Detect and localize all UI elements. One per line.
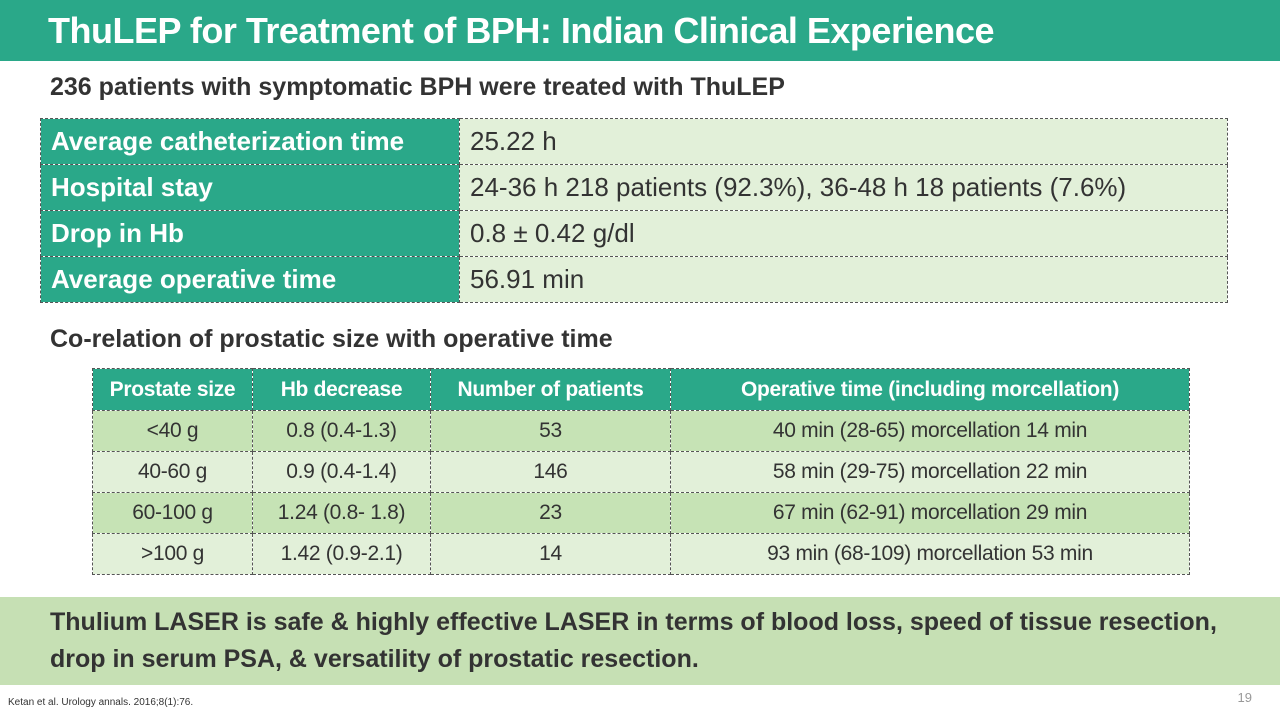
slide-title: ThuLEP for Treatment of BPH: Indian Clin… xyxy=(48,10,995,51)
summary-value: 25.22 h xyxy=(459,118,1228,165)
table-cell: 40 min (28-65) morcellation 14 min xyxy=(670,410,1190,452)
table-cell: 40-60 g xyxy=(92,451,253,493)
table-cell: 60-100 g xyxy=(92,492,253,534)
table-header-row: Prostate size Hb decrease Number of pati… xyxy=(92,368,1190,411)
table-cell: 93 min (68-109) morcellation 53 min xyxy=(670,533,1190,575)
table-cell: 23 xyxy=(430,492,671,534)
summary-label: Average operative time xyxy=(40,256,460,303)
table-cell: 1.42 (0.9-2.1) xyxy=(252,533,431,575)
summary-label: Drop in Hb xyxy=(40,210,460,257)
table-cell: 14 xyxy=(430,533,671,575)
page-number: 19 xyxy=(1237,690,1252,705)
title-bar: ThuLEP for Treatment of BPH: Indian Clin… xyxy=(0,0,1280,61)
summary-value: 0.8 ± 0.42 g/dl xyxy=(459,210,1228,257)
table-row: <40 g 0.8 (0.4-1.3) 53 40 min (28-65) mo… xyxy=(92,410,1190,452)
column-header-operative-time: Operative time (including morcellation) xyxy=(670,368,1190,411)
summary-table: Average catheterization time 25.22 h Hos… xyxy=(40,118,1228,303)
summary-row-hospital-stay: Hospital stay 24-36 h 218 patients (92.3… xyxy=(40,164,1228,211)
table-cell: 67 min (62-91) morcellation 29 min xyxy=(670,492,1190,534)
summary-value: 24-36 h 218 patients (92.3%), 36-48 h 18… xyxy=(459,164,1228,211)
table-cell: >100 g xyxy=(92,533,253,575)
summary-label: Average catheterization time xyxy=(40,118,460,165)
conclusion-text: Thulium LASER is safe & highly effective… xyxy=(50,608,1217,673)
table-row: >100 g 1.42 (0.9-2.1) 14 93 min (68-109)… xyxy=(92,533,1190,575)
summary-row-catheterization: Average catheterization time 25.22 h xyxy=(40,118,1228,165)
summary-row-hb-drop: Drop in Hb 0.8 ± 0.42 g/dl xyxy=(40,210,1228,257)
conclusion-banner: Thulium LASER is safe & highly effective… xyxy=(0,597,1280,685)
summary-row-operative-time: Average operative time 56.91 min xyxy=(40,256,1228,303)
table-row: 60-100 g 1.24 (0.8- 1.8) 23 67 min (62-9… xyxy=(92,492,1190,534)
correlation-heading: Co-relation of prostatic size with opera… xyxy=(50,325,613,353)
table-row: 40-60 g 0.9 (0.4-1.4) 146 58 min (29-75)… xyxy=(92,451,1190,493)
citation: Ketan et al. Urology annals. 2016;8(1):7… xyxy=(8,697,194,708)
table-cell: 146 xyxy=(430,451,671,493)
table-cell: 1.24 (0.8- 1.8) xyxy=(252,492,431,534)
table-cell: 58 min (29-75) morcellation 22 min xyxy=(670,451,1190,493)
study-summary-heading: 236 patients with symptomatic BPH were t… xyxy=(50,73,785,101)
summary-value: 56.91 min xyxy=(459,256,1228,303)
correlation-table: Prostate size Hb decrease Number of pati… xyxy=(92,368,1190,575)
column-header-number-of-patients: Number of patients xyxy=(430,368,671,411)
table-cell: 0.8 (0.4-1.3) xyxy=(252,410,431,452)
summary-label: Hospital stay xyxy=(40,164,460,211)
table-cell: 53 xyxy=(430,410,671,452)
table-cell: <40 g xyxy=(92,410,253,452)
column-header-prostate-size: Prostate size xyxy=(92,368,253,411)
column-header-hb-decrease: Hb decrease xyxy=(252,368,431,411)
table-cell: 0.9 (0.4-1.4) xyxy=(252,451,431,493)
